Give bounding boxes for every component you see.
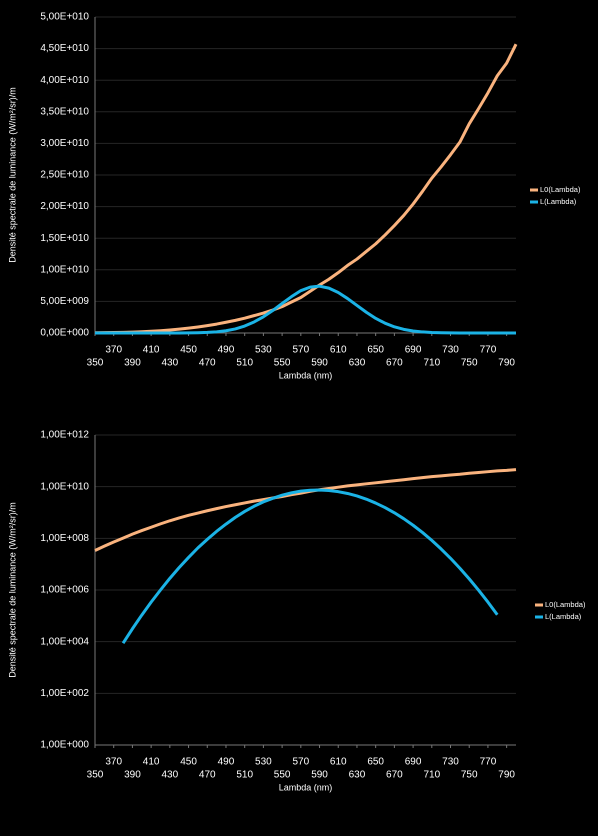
x-tick-label: 550 bbox=[274, 358, 291, 369]
x-tick-label: 750 bbox=[461, 770, 478, 781]
legend-label: L(Lambda) bbox=[540, 197, 577, 206]
y-tick-label: 0,00E+000 bbox=[40, 328, 89, 339]
x-tick-label: 530 bbox=[255, 345, 272, 356]
x-tick-label: 390 bbox=[124, 770, 141, 781]
y-tick-label: 1,00E+010 bbox=[40, 264, 89, 275]
x-tick-label: 490 bbox=[218, 757, 235, 768]
x-tick-label: 410 bbox=[143, 757, 160, 768]
x-tick-label: 670 bbox=[386, 770, 403, 781]
x-tick-label: 450 bbox=[180, 345, 197, 356]
x-tick-label: 630 bbox=[349, 770, 366, 781]
y-tick-label: 1,50E+010 bbox=[40, 233, 89, 244]
x-tick-label: 750 bbox=[461, 358, 478, 369]
x-tick-label: 710 bbox=[423, 358, 440, 369]
x-tick-label: 630 bbox=[349, 358, 366, 369]
x-tick-label: 350 bbox=[87, 358, 104, 369]
x-tick-label: 610 bbox=[330, 757, 347, 768]
x-tick-label: 710 bbox=[423, 770, 440, 781]
legend-label: L(Lambda) bbox=[545, 612, 582, 621]
y-tick-label: 4,00E+010 bbox=[40, 75, 89, 86]
x-tick-label: 730 bbox=[442, 757, 459, 768]
y-tick-label: 1,00E+004 bbox=[40, 636, 89, 647]
x-axis-title: Lambda (nm) bbox=[279, 782, 333, 792]
x-tick-label: 430 bbox=[162, 358, 179, 369]
x-tick-label: 590 bbox=[311, 358, 328, 369]
y-axis-title: Densité spectrale de luminance (W/m²/sr)… bbox=[7, 87, 17, 263]
x-tick-label: 690 bbox=[405, 757, 422, 768]
x-tick-label: 790 bbox=[498, 358, 515, 369]
x-tick-label: 650 bbox=[367, 345, 384, 356]
x-tick-label: 470 bbox=[199, 358, 216, 369]
y-tick-label: 1,00E+000 bbox=[40, 740, 89, 751]
y-tick-label: 3,00E+010 bbox=[40, 138, 89, 149]
x-tick-label: 510 bbox=[236, 358, 253, 369]
x-tick-label: 350 bbox=[87, 770, 104, 781]
x-tick-label: 670 bbox=[386, 358, 403, 369]
x-tick-label: 770 bbox=[480, 345, 497, 356]
x-tick-label: 730 bbox=[442, 345, 459, 356]
x-tick-label: 470 bbox=[199, 770, 216, 781]
x-tick-label: 390 bbox=[124, 358, 141, 369]
series-line bbox=[121, 488, 499, 645]
y-tick-label: 4,50E+010 bbox=[40, 43, 89, 54]
legend-label: L0(Lambda) bbox=[540, 185, 581, 194]
x-tick-label: 690 bbox=[405, 345, 422, 356]
y-tick-label: 2,00E+010 bbox=[40, 201, 89, 212]
series-line bbox=[94, 468, 517, 552]
y-tick-label: 1,00E+006 bbox=[40, 585, 89, 596]
x-tick-label: 370 bbox=[105, 757, 122, 768]
series-line bbox=[95, 284, 516, 335]
x-tick-label: 430 bbox=[162, 770, 179, 781]
y-tick-label: 1,00E+012 bbox=[40, 430, 89, 441]
x-tick-label: 570 bbox=[292, 345, 309, 356]
x-tick-label: 550 bbox=[274, 770, 291, 781]
x-tick-label: 790 bbox=[498, 770, 515, 781]
x-tick-label: 370 bbox=[105, 345, 122, 356]
x-tick-label: 450 bbox=[180, 757, 197, 768]
x-tick-label: 570 bbox=[292, 757, 309, 768]
y-tick-label: 1,00E+002 bbox=[40, 688, 89, 699]
y-tick-label: 5,00E+009 bbox=[40, 296, 89, 307]
x-tick-label: 650 bbox=[367, 757, 384, 768]
x-tick-label: 770 bbox=[480, 757, 497, 768]
y-tick-label: 2,50E+010 bbox=[40, 170, 89, 181]
y-tick-label: 5,00E+010 bbox=[40, 12, 89, 23]
x-tick-label: 510 bbox=[236, 770, 253, 781]
x-axis-title: Lambda (nm) bbox=[279, 370, 333, 380]
y-axis-title: Densité spectrale de luminance (W/m²/sr)… bbox=[7, 502, 17, 678]
y-tick-label: 1,00E+008 bbox=[40, 533, 89, 544]
x-tick-label: 590 bbox=[311, 770, 328, 781]
x-tick-label: 610 bbox=[330, 345, 347, 356]
series-line bbox=[94, 43, 518, 335]
x-tick-label: 410 bbox=[143, 345, 160, 356]
legend-label: L0(Lambda) bbox=[545, 600, 586, 609]
y-tick-label: 1,00E+010 bbox=[40, 481, 89, 492]
x-tick-label: 530 bbox=[255, 757, 272, 768]
x-tick-label: 490 bbox=[218, 345, 235, 356]
y-tick-label: 3,50E+010 bbox=[40, 106, 89, 117]
